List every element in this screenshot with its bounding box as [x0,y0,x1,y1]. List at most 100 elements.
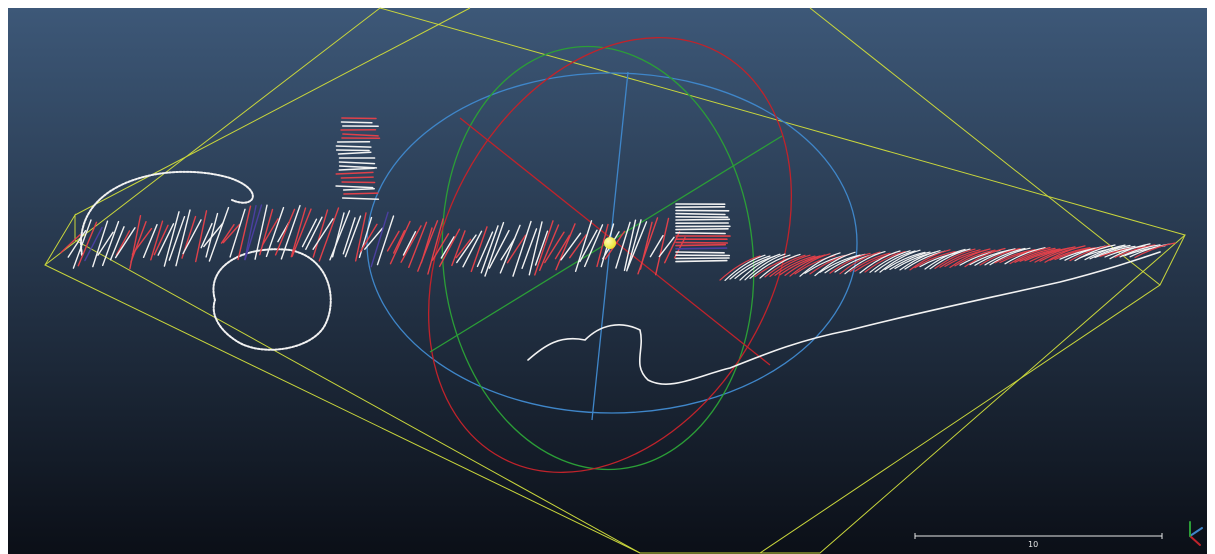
scan-stroke [949,248,991,268]
bounding-box-edge-left [44,213,76,266]
bounding-box-outer [44,7,1187,554]
scan-stroke [338,167,375,171]
scan-stroke [259,208,274,256]
scan-stroke [261,218,279,246]
scan-tower [335,117,381,200]
scan-stroke [338,165,378,169]
scan-stroke [163,211,180,267]
scan-stroke [784,254,826,276]
scan-stroke [1109,243,1151,260]
scan-stroke [1104,245,1146,258]
scan-stroke [759,253,801,279]
scan-stroke [964,247,1006,268]
scan-stroke [60,234,81,254]
scan-stroke [869,250,911,273]
scan-stroke [72,219,92,269]
scan-stroke [675,232,726,235]
scan-stroke [338,161,376,165]
scan-stroke [370,211,389,268]
scan-stroke [675,228,729,231]
scan-stroke [555,223,576,271]
scan-stroke [954,249,996,267]
scan-stroke [1084,244,1126,261]
scan-stroke [814,251,856,277]
scan-stroke [244,204,263,261]
rotation-ring-y[interactable] [422,31,775,485]
scan-stroke [615,221,631,269]
scan-stroke [358,216,373,258]
scan-stroke [205,212,219,258]
scan-stroke [337,151,372,155]
scan-stroke [1014,247,1056,263]
scan-stroke [1114,244,1156,258]
scan-stroke [675,243,727,247]
scan-stroke [342,187,375,191]
scan-stroke [579,229,598,263]
scan-stroke [376,215,395,266]
scan-stroke [335,145,372,148]
scan-stroke [484,221,505,277]
scan-stroke [341,197,380,200]
scan-stroke [182,219,202,255]
scan-stroke [175,209,191,267]
scan-stroke [455,238,472,259]
scan-stroke [131,227,153,255]
scan-stroke [456,234,477,264]
scan-stroke [574,220,593,272]
scan-stroke [355,212,367,262]
scan-stroke [280,204,301,260]
scan-stroke [438,228,461,268]
scan-block [675,203,731,263]
scan-stroke [153,224,169,256]
scan-stroke [340,176,374,179]
scale-bar [914,533,1163,539]
scan-stroke [1019,248,1061,262]
scan-stroke [470,226,488,273]
scan-stroke [719,255,761,281]
scan-stroke [889,251,931,270]
scan-stroke [859,250,901,274]
scan-stroke [521,228,538,269]
scan-stroke [675,241,729,244]
scan-stroke [344,215,362,258]
scan-stroke [839,251,881,275]
scan-stroke [203,222,224,248]
scan-stroke [329,210,351,261]
scan-stroke [934,248,976,269]
scan-stroke [675,259,728,263]
bounding-box-edge-top-left [74,7,471,216]
bounding-box-edge-bottom-left [74,239,641,554]
rotation-ring-z[interactable] [366,72,858,414]
scan-stroke [774,255,816,276]
scan-stroke [1079,246,1121,259]
scan-stroke [849,252,891,273]
rotation-ring-x[interactable] [356,0,863,536]
scan-stroke [994,249,1036,264]
scan-stroke [290,207,307,258]
scale-bar-label: 10 [1028,540,1039,549]
bounding-box-edge-back [809,7,1161,286]
scan-stroke [130,221,147,263]
point-cloud-circle [212,248,332,351]
scan-stroke [939,249,981,268]
scan-stroke [195,210,208,263]
pivot-point-icon[interactable] [604,237,616,249]
scan-stroke [335,185,374,189]
scan-stroke [400,225,422,263]
trihedron-axis-icon [1189,521,1203,546]
scan-stroke [675,251,725,254]
scan-stroke [451,230,466,267]
scan-stroke [534,230,549,266]
scan-stroke [655,217,670,276]
scan-stroke [157,223,175,256]
scan-stroke [1009,247,1051,265]
scan-stroke [92,220,109,268]
scan-stroke [829,252,871,274]
scan-stroke [229,208,246,258]
scan-stroke [799,252,841,277]
scan-stroke [343,192,379,195]
scan-stroke [301,218,318,248]
scan-stroke [244,205,257,261]
